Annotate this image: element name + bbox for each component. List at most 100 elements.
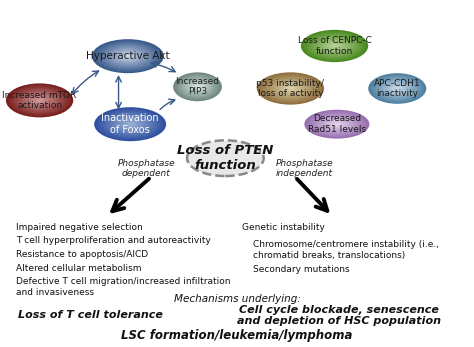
Ellipse shape bbox=[28, 95, 51, 106]
Ellipse shape bbox=[127, 123, 133, 126]
Ellipse shape bbox=[37, 99, 42, 102]
Ellipse shape bbox=[9, 85, 71, 116]
Ellipse shape bbox=[383, 81, 412, 96]
Ellipse shape bbox=[183, 78, 212, 95]
Ellipse shape bbox=[334, 123, 339, 125]
Ellipse shape bbox=[124, 121, 136, 127]
Ellipse shape bbox=[101, 43, 155, 69]
Ellipse shape bbox=[315, 115, 358, 134]
Ellipse shape bbox=[92, 39, 164, 73]
Ellipse shape bbox=[113, 49, 143, 63]
Text: Genetic instability: Genetic instability bbox=[242, 223, 325, 232]
Ellipse shape bbox=[17, 89, 62, 112]
Text: and invasiveness: and invasiveness bbox=[16, 288, 94, 297]
Ellipse shape bbox=[26, 93, 54, 108]
Ellipse shape bbox=[106, 113, 154, 136]
Ellipse shape bbox=[31, 96, 48, 105]
Ellipse shape bbox=[181, 77, 214, 96]
Ellipse shape bbox=[329, 43, 340, 49]
Ellipse shape bbox=[260, 74, 321, 103]
Ellipse shape bbox=[375, 77, 419, 100]
Text: T cell hyperproliferation and autoreactivity: T cell hyperproliferation and autoreacti… bbox=[16, 236, 211, 245]
Ellipse shape bbox=[318, 116, 356, 133]
Ellipse shape bbox=[273, 81, 307, 96]
Ellipse shape bbox=[279, 83, 301, 94]
Ellipse shape bbox=[312, 35, 357, 57]
Ellipse shape bbox=[329, 120, 345, 128]
Ellipse shape bbox=[109, 114, 151, 134]
Ellipse shape bbox=[116, 51, 140, 62]
Ellipse shape bbox=[34, 98, 45, 103]
Text: Impaired negative selection: Impaired negative selection bbox=[16, 223, 143, 232]
Text: Loss of PTEN
function: Loss of PTEN function bbox=[177, 144, 273, 172]
Ellipse shape bbox=[307, 111, 367, 137]
Text: Inactivation
of Foxos: Inactivation of Foxos bbox=[101, 113, 159, 135]
Text: Loss of CENPC-C
function: Loss of CENPC-C function bbox=[298, 36, 372, 56]
Ellipse shape bbox=[110, 48, 146, 65]
Ellipse shape bbox=[380, 79, 414, 98]
Text: Mechanisms underlying:: Mechanisms underlying: bbox=[173, 294, 301, 304]
Ellipse shape bbox=[98, 42, 158, 70]
Ellipse shape bbox=[285, 86, 296, 91]
Ellipse shape bbox=[282, 84, 299, 93]
Ellipse shape bbox=[310, 34, 360, 58]
Ellipse shape bbox=[94, 107, 166, 141]
Text: Chromosome/centromere instability (i.e.,: Chromosome/centromere instability (i.e., bbox=[253, 240, 439, 249]
Ellipse shape bbox=[390, 85, 404, 92]
Ellipse shape bbox=[195, 86, 200, 88]
Ellipse shape bbox=[177, 75, 218, 99]
Ellipse shape bbox=[187, 81, 208, 93]
Ellipse shape bbox=[173, 72, 222, 101]
Ellipse shape bbox=[323, 41, 346, 51]
Ellipse shape bbox=[6, 83, 73, 117]
Ellipse shape bbox=[331, 122, 342, 127]
Text: Phosphatase
independent: Phosphatase independent bbox=[275, 159, 333, 178]
Ellipse shape bbox=[310, 112, 364, 136]
Text: Secondary mutations: Secondary mutations bbox=[253, 265, 350, 274]
Ellipse shape bbox=[121, 120, 139, 128]
Text: Increased mTOR
activation: Increased mTOR activation bbox=[2, 91, 77, 110]
Ellipse shape bbox=[265, 76, 316, 101]
Text: Increased
PIP3: Increased PIP3 bbox=[175, 77, 219, 96]
Ellipse shape bbox=[323, 118, 350, 130]
Ellipse shape bbox=[257, 72, 324, 105]
Ellipse shape bbox=[288, 87, 293, 90]
Ellipse shape bbox=[368, 73, 426, 104]
Text: Loss of T cell tolerance: Loss of T cell tolerance bbox=[18, 310, 163, 320]
Ellipse shape bbox=[395, 87, 400, 90]
Ellipse shape bbox=[115, 117, 145, 131]
Ellipse shape bbox=[312, 113, 361, 135]
Ellipse shape bbox=[118, 119, 142, 130]
Ellipse shape bbox=[14, 88, 65, 113]
Ellipse shape bbox=[23, 92, 56, 109]
Ellipse shape bbox=[271, 79, 310, 98]
Text: APC-CDH1
inactivity: APC-CDH1 inactivity bbox=[374, 79, 420, 98]
Ellipse shape bbox=[276, 82, 304, 95]
Ellipse shape bbox=[332, 45, 337, 47]
Ellipse shape bbox=[20, 91, 59, 110]
Ellipse shape bbox=[191, 83, 204, 91]
Ellipse shape bbox=[315, 36, 354, 56]
Text: LSC formation/leukemia/lymphoma: LSC formation/leukemia/lymphoma bbox=[121, 329, 353, 341]
Ellipse shape bbox=[11, 86, 68, 115]
Ellipse shape bbox=[262, 75, 319, 102]
Ellipse shape bbox=[179, 76, 216, 98]
Ellipse shape bbox=[175, 74, 220, 100]
Ellipse shape bbox=[95, 41, 161, 72]
Ellipse shape bbox=[371, 75, 424, 102]
Ellipse shape bbox=[119, 52, 137, 60]
Text: Cell cycle blockade, senescence
and depletion of HSC population: Cell cycle blockade, senescence and depl… bbox=[237, 305, 441, 327]
Ellipse shape bbox=[97, 109, 163, 140]
Text: Decreased
Rad51 levels: Decreased Rad51 levels bbox=[308, 115, 366, 134]
Ellipse shape bbox=[193, 84, 201, 89]
Ellipse shape bbox=[373, 76, 421, 101]
Ellipse shape bbox=[392, 86, 402, 91]
Ellipse shape bbox=[304, 110, 369, 139]
Ellipse shape bbox=[388, 83, 407, 94]
Ellipse shape bbox=[107, 46, 149, 66]
Ellipse shape bbox=[320, 39, 348, 53]
Ellipse shape bbox=[112, 116, 148, 133]
Ellipse shape bbox=[103, 111, 157, 137]
Ellipse shape bbox=[268, 78, 313, 99]
Text: Hyperactive Akt: Hyperactive Akt bbox=[86, 51, 170, 61]
